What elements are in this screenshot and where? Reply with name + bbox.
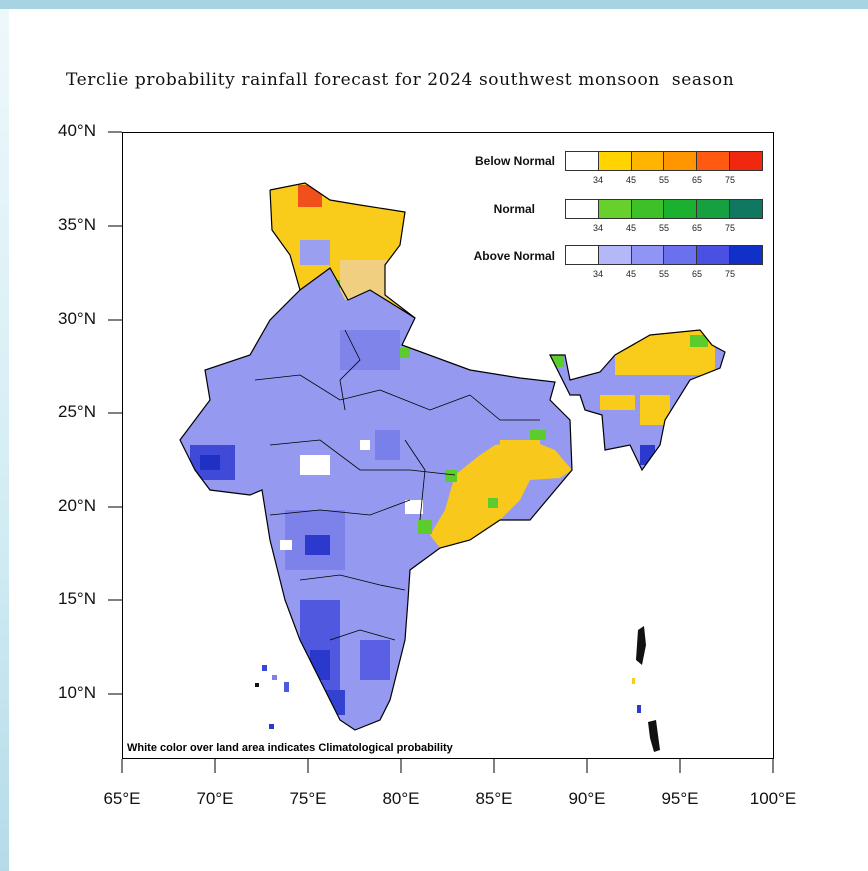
y-label-10n: 10°N <box>58 683 96 702</box>
x-label-100e: 100°E <box>749 789 797 808</box>
x-label-95e: 95°E <box>661 789 699 808</box>
y-label-30n: 30°N <box>58 309 96 328</box>
legend-normal-label: Normal <box>493 202 535 216</box>
left-decor-band <box>0 9 9 871</box>
legend-above-normal-label: Above Normal <box>473 249 555 263</box>
legend-below-normal-label: Below Normal <box>474 154 555 168</box>
footnote: White color over land area indicates Cli… <box>127 742 453 754</box>
legend-above-normal-bar <box>565 245 763 265</box>
boundary-lines <box>179 182 726 731</box>
x-label-70e: 70°E <box>196 789 234 808</box>
x-label-75e: 75°E <box>289 789 327 808</box>
y-label-15n: 15°N <box>58 589 96 608</box>
x-label-65e: 65°E <box>103 789 141 808</box>
northeast-forecast-fill <box>550 330 725 470</box>
legend-below-normal-bar <box>565 151 763 171</box>
legend-normal-bar <box>565 199 763 219</box>
mainland-forecast-fill <box>180 268 572 730</box>
lakshadweep-islands <box>255 665 289 729</box>
axis-ticks <box>108 131 774 773</box>
y-label-35n: 35°N <box>58 215 96 234</box>
top-decor-band <box>0 0 868 9</box>
map-title: Terclie probability rainfall forecast fo… <box>66 70 735 90</box>
y-label-40n: 40°N <box>58 121 96 140</box>
x-label-90e: 90°E <box>568 789 606 808</box>
y-label-25n: 25°N <box>58 402 96 421</box>
x-label-80e: 80°E <box>382 789 420 808</box>
andaman-islands <box>632 626 660 752</box>
x-label-85e: 85°E <box>475 789 513 808</box>
y-label-20n: 20°N <box>58 496 96 515</box>
